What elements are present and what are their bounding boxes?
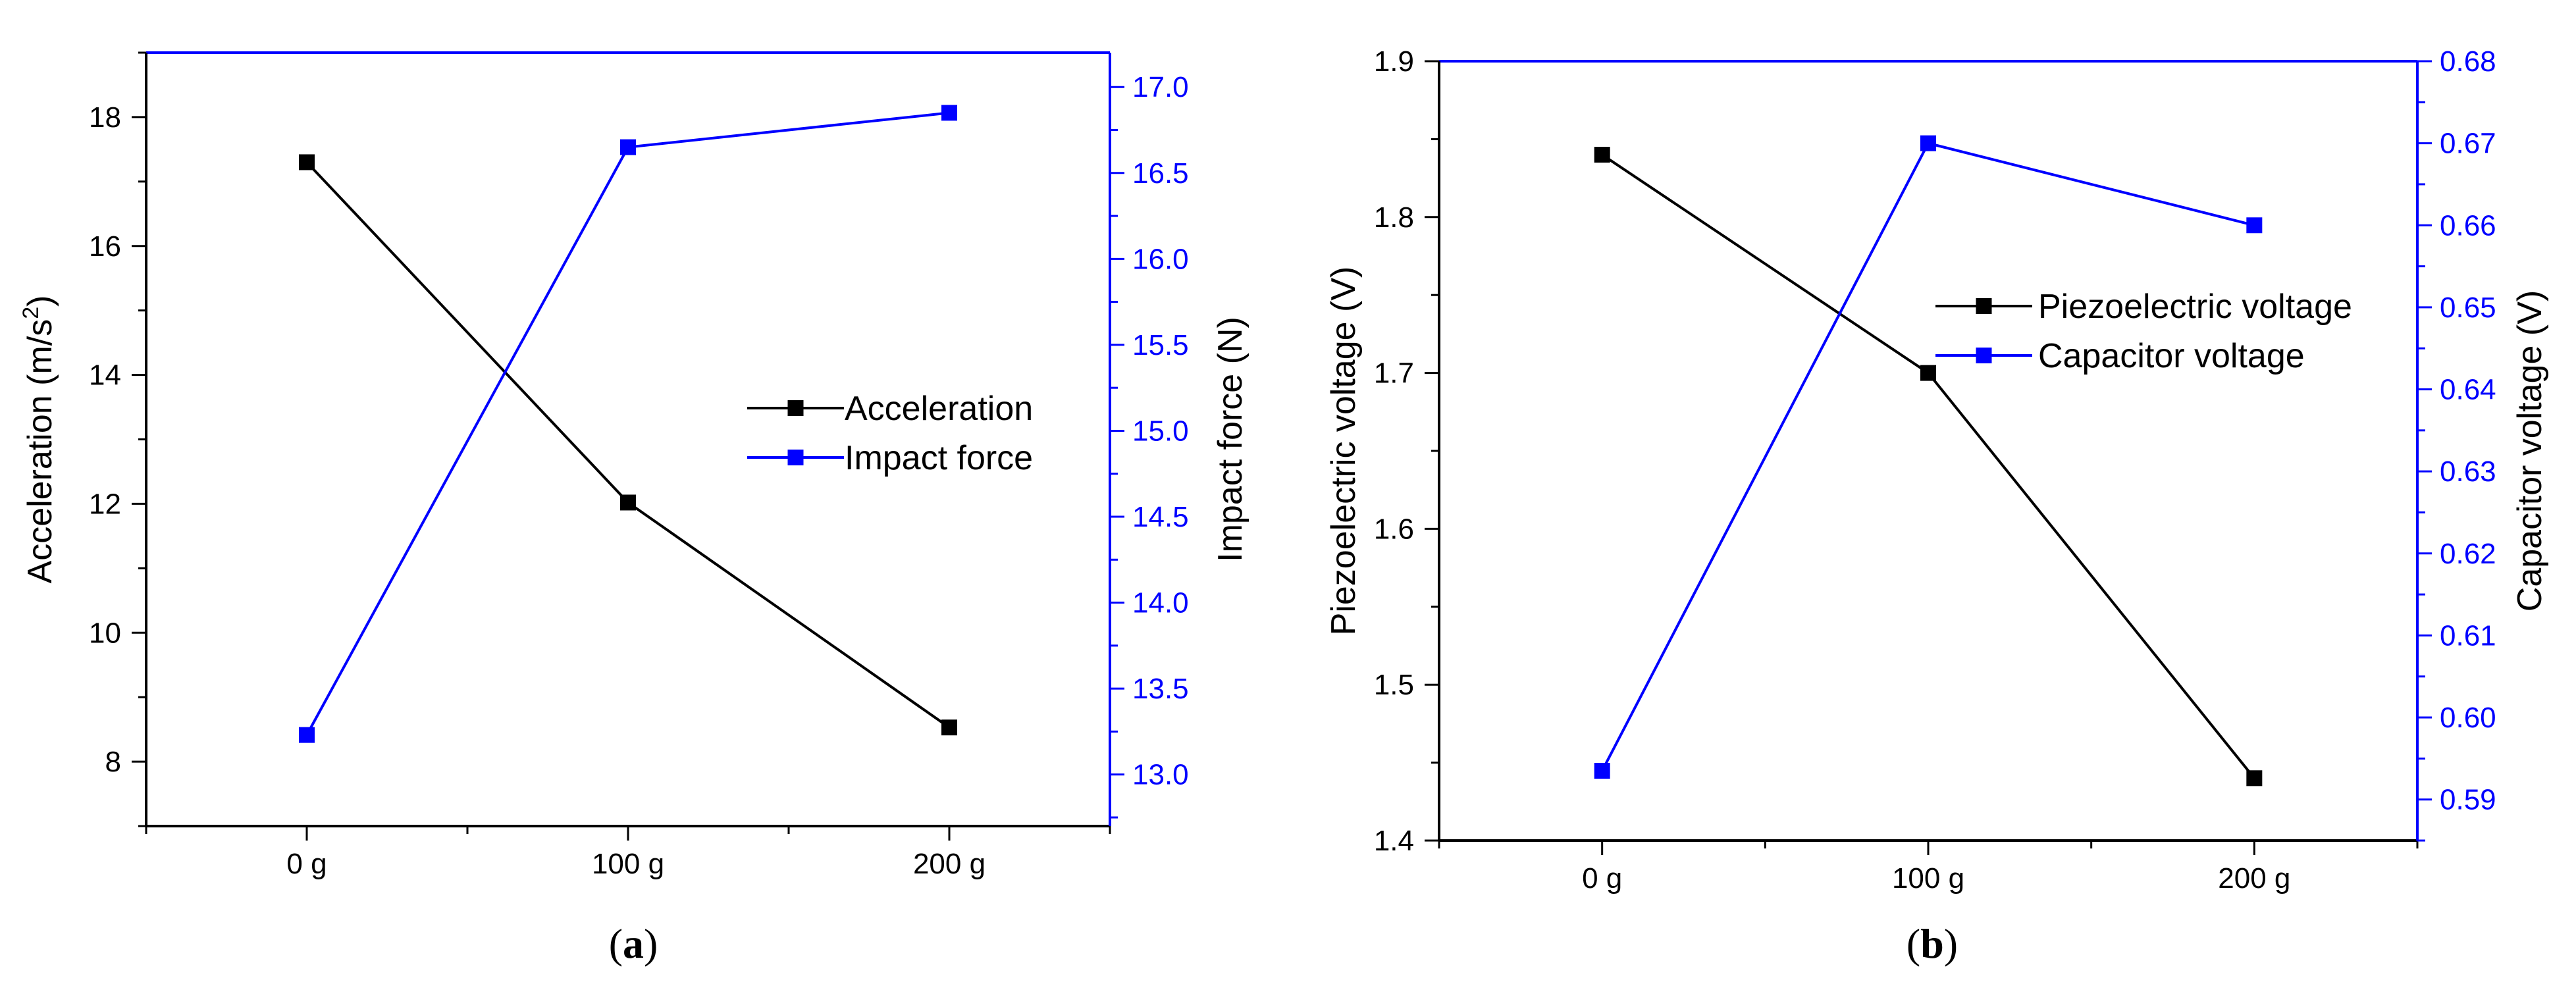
left-y-tick-label: 12 (89, 488, 121, 520)
right-y-tick-label: 16.5 (1132, 157, 1189, 190)
panel-caption: (b) (1906, 920, 1958, 967)
x-tick-label: 100 g (1892, 862, 1964, 895)
right-y-tick-label: 17.0 (1132, 71, 1189, 103)
left-y-tick-label: 18 (89, 101, 121, 134)
data-point (2246, 770, 2263, 787)
right-y-tick-label: 13.0 (1132, 759, 1189, 791)
right-y-axis-title: Impact force (N) (1211, 317, 1249, 562)
right-y-tick-label: 0.59 (2440, 784, 2496, 816)
left-y-tick-label: 1.9 (1374, 45, 1414, 78)
caption-close: ) (1944, 920, 1958, 967)
right-y-tick-label: 15.5 (1132, 329, 1189, 361)
right-y-tick-label: 0.65 (2440, 292, 2496, 324)
right-y-axis-title: Capacitor voltage (V) (2511, 290, 2549, 611)
data-point (299, 154, 315, 170)
left-y-tick-label: 1.5 (1374, 669, 1414, 701)
data-point (620, 139, 636, 155)
right-y-tick-label: 0.68 (2440, 45, 2496, 78)
panel-caption: (a) (609, 920, 658, 967)
caption-close: ) (644, 920, 658, 967)
right-y-tick-label: 0.66 (2440, 209, 2496, 242)
caption-open: ( (1906, 920, 1920, 967)
left-y-axis-title-end: ) (21, 296, 59, 307)
x-tick-label: 200 g (2218, 862, 2290, 895)
x-tick-label: 100 g (592, 848, 664, 880)
right-y-tick-label: 14.5 (1132, 501, 1189, 533)
caption-letter: a (623, 920, 644, 967)
data-point (1594, 147, 1610, 163)
right-y-tick-label: 0.63 (2440, 455, 2496, 488)
right-y-tick-label: 14.0 (1132, 587, 1189, 619)
right-y-tick-label: 0.60 (2440, 702, 2496, 734)
series-line-1 (1601, 153, 2255, 779)
legend-label: Acceleration (845, 390, 1033, 428)
data-point (941, 719, 957, 736)
data-point (1920, 135, 1936, 151)
legend: Piezoelectric voltage Capacitor voltage (1935, 288, 2352, 375)
right-y-tick-label: 16.0 (1132, 243, 1189, 275)
right-y-tick-label: 0.67 (2440, 128, 2496, 160)
legend-label: Impact force (845, 439, 1033, 477)
caption-open: ( (609, 920, 623, 967)
left-y-tick-label: 16 (89, 230, 121, 263)
chart-panel-b: 0 g 100 g 200 g 1.4 1.5 1.6 1.7 1.8 1.9 0.59 0.60 0… (1325, 45, 2549, 967)
right-y-tick-label: 0.62 (2440, 538, 2496, 570)
caption-letter: b (1920, 920, 1944, 967)
left-y-tick-label: 1.6 (1374, 513, 1414, 545)
left-y-tick-label: 8 (105, 746, 121, 778)
data-point (1920, 365, 1936, 381)
left-y-axis-title-superscript: 2 (18, 307, 43, 319)
right-y-tick-label: 0.64 (2440, 374, 2496, 406)
legend-label: Capacitor voltage (2038, 337, 2305, 375)
legend-marker (1976, 298, 1992, 314)
data-point (2246, 217, 2263, 234)
x-tick-label: 0 g (286, 848, 327, 880)
data-point (620, 494, 636, 511)
x-tick-label: 200 g (913, 848, 986, 880)
data-point (1594, 763, 1610, 779)
left-y-tick-label: 10 (89, 617, 121, 649)
left-y-tick-label: 1.7 (1374, 357, 1414, 390)
right-y-tick-label: 15.0 (1132, 415, 1189, 447)
chart-panel-a: 0 g 100 g 200 g 8 10 12 14 16 18 13.0 13.5 14.0 14.5… (18, 51, 1249, 967)
left-y-axis-title: Acceleration (m/s2) (18, 296, 59, 584)
right-y-tick-label: 13.5 (1132, 673, 1189, 705)
left-y-tick-label: 1.8 (1374, 201, 1414, 234)
left-y-tick-label: 1.4 (1374, 825, 1414, 857)
data-point (299, 727, 315, 743)
right-y-tick-label: 0.61 (2440, 619, 2496, 652)
left-y-tick-label: 14 (89, 359, 121, 392)
left-y-axis-title: Piezoelectric voltage (V) (1325, 267, 1363, 636)
legend-marker (787, 450, 804, 465)
legend: Acceleration Impact force (747, 390, 1033, 477)
legend-marker (787, 400, 804, 416)
legend-marker (1976, 348, 1992, 363)
x-tick-label: 0 g (1582, 862, 1622, 895)
left-y-axis-title-main: Acceleration (m/s (21, 319, 59, 584)
legend-label: Piezoelectric voltage (2038, 288, 2352, 326)
series-line-2 (1600, 142, 2255, 771)
data-point (941, 105, 957, 121)
